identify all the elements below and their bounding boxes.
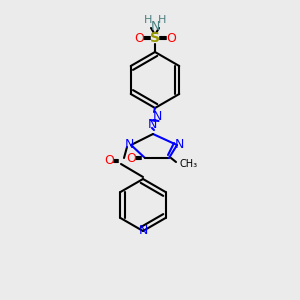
Text: N: N (138, 224, 148, 238)
Text: N: N (152, 110, 162, 122)
Text: S: S (150, 31, 160, 45)
Text: O: O (166, 32, 176, 44)
Text: H: H (144, 15, 152, 25)
Text: N: N (124, 139, 134, 152)
Text: H: H (158, 15, 166, 25)
Text: CH₃: CH₃ (179, 159, 197, 169)
Text: O: O (134, 32, 144, 44)
Text: N: N (147, 118, 157, 131)
Text: N: N (174, 139, 184, 152)
Text: O: O (126, 152, 136, 164)
Text: O: O (104, 154, 114, 167)
Text: N: N (150, 20, 160, 32)
